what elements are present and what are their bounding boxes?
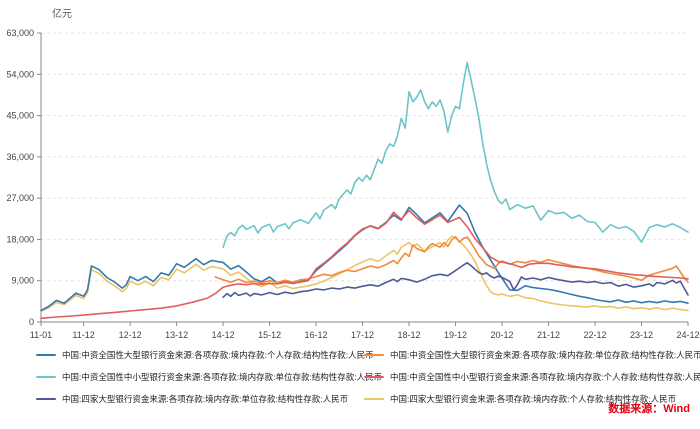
svg-text:63,000: 63,000 (6, 28, 34, 38)
legend-label: 中国:中资全国性中小型银行资金来源:各项存款:境内存款:单位存款:结构性存款:人… (62, 372, 383, 382)
svg-text:9,000: 9,000 (11, 276, 34, 286)
legend-label: 中国:中资全国性中小型银行资金来源:各项存款:境内存款:个人存款:结构性存款:人… (390, 372, 700, 382)
legend-item-four-banks-corporate: 中国:四家大型银行资金来源:各项存款:境内存款:单位存款:结构性存款:人民币 (36, 393, 360, 405)
svg-text:54,000: 54,000 (6, 69, 34, 79)
legend-line-marker (36, 398, 56, 400)
legend-label: 中国:中资全国性大型银行资金来源:各项存款:境内存款:单位存款:结构性存款:人民… (390, 350, 700, 360)
svg-text:24-12: 24-12 (676, 330, 699, 340)
legend-item-small-bank-personal: 中国:中资全国性中小型银行资金来源:各项存款:境内存款:个人存款:结构性存款:人… (364, 371, 700, 383)
svg-text:11-01: 11-01 (30, 330, 52, 340)
legend-label: 中国:四家大型银行资金来源:各项存款:境内存款:个人存款:结构性存款:人民币 (390, 394, 677, 404)
line-chart-canvas: 0 9,000 18,000 27,000 36,000 45,000 54,000 63,0… (6, 28, 699, 340)
svg-text:21-12: 21-12 (537, 330, 560, 340)
svg-text:19-12: 19-12 (444, 330, 467, 340)
svg-text:0: 0 (29, 317, 34, 327)
legend-item-large-bank-personal: 中国:中资全国性大型银行资金来源:各项存款:境内存款:个人存款:结构性存款:人民… (36, 349, 374, 361)
data-source-label: 数据来源：Wind (608, 403, 690, 415)
svg-text:18-12: 18-12 (398, 330, 421, 340)
legend-label: 中国:四家大型银行资金来源:各项存款:境内存款:单位存款:结构性存款:人民币 (62, 394, 349, 404)
legend-line-marker (36, 376, 56, 378)
y-axis-unit-label: 亿元 (52, 9, 72, 20)
svg-text:11-12: 11-12 (72, 330, 94, 340)
svg-text:18,000: 18,000 (6, 234, 34, 244)
svg-text:17-12: 17-12 (351, 330, 374, 340)
legend-item-large-bank-corporate: 中国:中资全国性大型银行资金来源:各项存款:境内存款:单位存款:结构性存款:人民… (364, 349, 700, 361)
svg-text:36,000: 36,000 (6, 152, 34, 162)
svg-text:14-12: 14-12 (212, 330, 235, 340)
svg-text:45,000: 45,000 (6, 111, 34, 121)
legend-line-marker (364, 398, 384, 400)
svg-text:20-12: 20-12 (491, 330, 514, 340)
svg-text:16-12: 16-12 (305, 330, 328, 340)
legend-item-small-bank-corporate: 中国:中资全国性中小型银行资金来源:各项存款:境内存款:单位存款:结构性存款:人… (36, 371, 382, 383)
svg-text:12-12: 12-12 (119, 330, 142, 340)
svg-text:27,000: 27,000 (6, 193, 34, 203)
legend-item-four-banks-personal: 中国:四家大型银行资金来源:各项存款:境内存款:个人存款:结构性存款:人民币 (364, 393, 700, 405)
legend-line-marker (36, 354, 56, 356)
chart-legend: 中国:中资全国性大型银行资金来源:各项存款:境内存款:个人存款:结构性存款:人民… (36, 349, 700, 405)
legend-label: 中国:中资全国性大型银行资金来源:各项存款:境内存款:个人存款:结构性存款:人民… (62, 350, 374, 360)
svg-text:22-12: 22-12 (584, 330, 607, 340)
svg-text:13-12: 13-12 (165, 330, 188, 340)
legend-line-marker (364, 376, 384, 378)
svg-text:23-12: 23-12 (630, 330, 653, 340)
legend-line-marker (364, 354, 384, 356)
svg-text:15-12: 15-12 (258, 330, 281, 340)
